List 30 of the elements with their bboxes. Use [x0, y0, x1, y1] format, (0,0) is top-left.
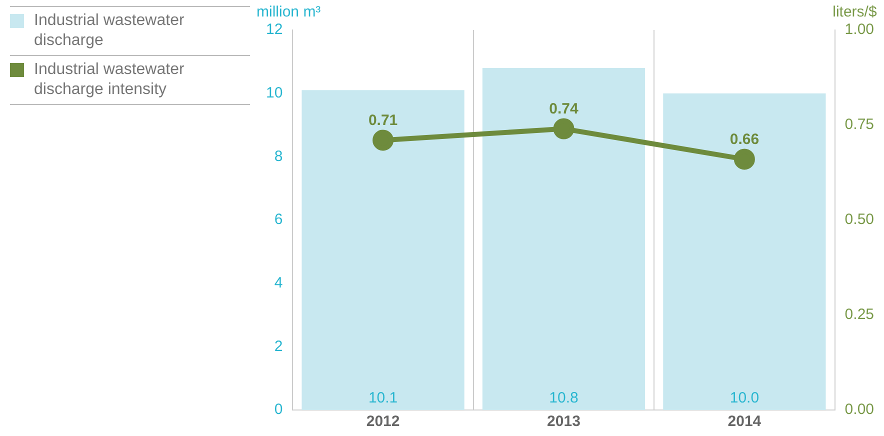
- x-tick-label: 2014: [728, 413, 762, 430]
- y-tick-label: 12: [266, 21, 283, 38]
- x-tick-label: 2012: [366, 413, 400, 430]
- y-tick-label: 4: [274, 274, 283, 292]
- y2-tick-label: 0.50: [844, 211, 874, 228]
- y2-axis-title: liters/$: [832, 4, 878, 21]
- y-axis-title: million m³: [256, 4, 321, 21]
- legend-label: Industrial wastewater discharge: [34, 11, 186, 51]
- point: [734, 148, 755, 170]
- data-label: 0.66: [730, 130, 760, 148]
- y2-tick-label: 0.75: [844, 116, 874, 134]
- y-tick-label: 10: [266, 84, 283, 102]
- point: [372, 130, 394, 151]
- y-tick-label: 6: [274, 211, 283, 228]
- y2-tick-label: 0.00: [844, 401, 874, 418]
- y2-tick-label: 0.25: [844, 306, 874, 324]
- y-tick-label: 0: [274, 401, 283, 418]
- data-label: 0.74: [549, 100, 579, 118]
- bar: [302, 90, 464, 410]
- x-tick-label: 2013: [547, 413, 580, 430]
- y-tick-label: 8: [274, 148, 283, 165]
- data-label: 10.1: [368, 390, 398, 407]
- y2-tick-label: 1.00: [844, 21, 874, 38]
- data-label: 10.0: [730, 390, 760, 407]
- bar: [663, 93, 826, 410]
- data-label: 0.71: [368, 112, 398, 129]
- point: [553, 118, 574, 140]
- data-label: 10.8: [549, 390, 578, 407]
- y-tick-label: 2: [274, 338, 283, 355]
- legend-label: Industrial wastewater discharge intensity: [34, 60, 186, 100]
